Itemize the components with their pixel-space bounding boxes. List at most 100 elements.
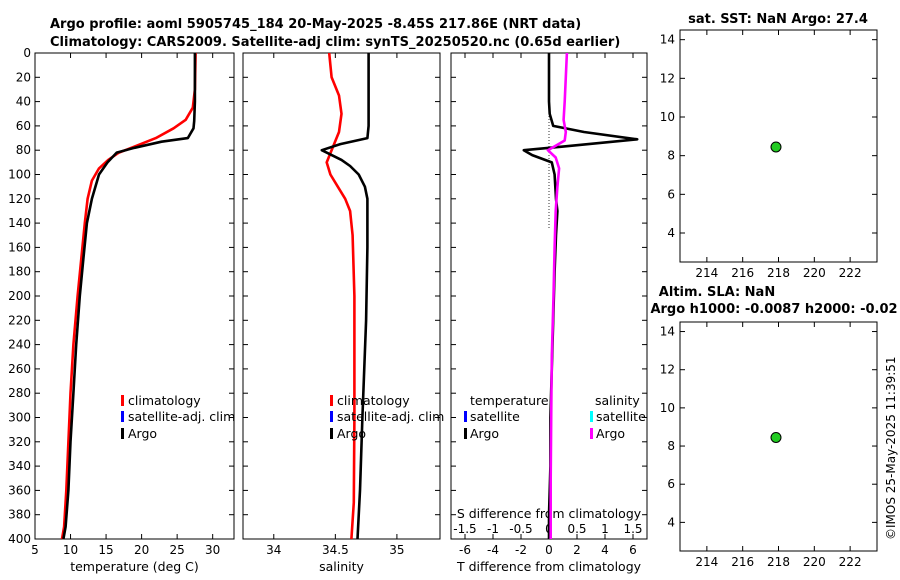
- figure-title-line1: Argo profile: aoml 5905745_184 20-May-20…: [50, 17, 581, 32]
- imos-watermark: ©IMOS 25-May-2025 11:39:51: [884, 356, 898, 540]
- x-tick-label: 10: [63, 543, 78, 557]
- y-tick-label: 14: [660, 325, 675, 339]
- x-tick-label: 4: [601, 543, 609, 557]
- y-tick-label: 12: [660, 363, 675, 377]
- series-line-climatology: [60, 52, 197, 540]
- sla-map-panel: 214 216 218 220 222 4 6 8 10 12 14: [660, 321, 878, 569]
- x2-tick-label: -0.5: [509, 522, 532, 536]
- y-tick-label: 320: [8, 435, 31, 449]
- legend-swatch-s-argo: [590, 428, 593, 439]
- x-tick-label: 25: [170, 543, 185, 557]
- x2-tick-label: 1.5: [623, 522, 642, 536]
- y-tick-label: 240: [8, 338, 31, 352]
- x-tick-label: 20: [134, 543, 149, 557]
- y-tick-label: 340: [8, 459, 31, 473]
- series-line-argo: [320, 53, 370, 540]
- y-tick-label: 10: [660, 110, 675, 124]
- sst-panel-title: sat. SST: NaN Argo: 27.4: [688, 12, 868, 27]
- float-location-marker: [770, 141, 782, 153]
- x-tick-label: 222: [839, 555, 862, 569]
- x-tick-label: 214: [695, 266, 718, 280]
- y-tick-label: 100: [8, 168, 31, 182]
- x2-tick-label: 1: [601, 522, 609, 536]
- y-tick-label: 14: [660, 33, 675, 47]
- legend-swatch-climatology: [330, 395, 333, 406]
- sla-panel-title-line2: Argo h1000: -0.0087 h2000: -0.02: [650, 302, 897, 317]
- legend-label-satellite-adj: satellite-adj. clim: [128, 409, 235, 424]
- y-tick-label: 260: [8, 362, 31, 376]
- legend-label-argo: Argo: [128, 426, 157, 441]
- x-tick-label: 218: [767, 555, 790, 569]
- y-tick-label: 60: [16, 119, 31, 133]
- y-tick-label: 300: [8, 411, 31, 425]
- x-tick-label: -4: [487, 543, 499, 557]
- x2-tick-label: -1.5: [453, 522, 476, 536]
- legend-label-t-argo: Argo: [470, 426, 499, 441]
- legend-label-argo: Argo: [337, 426, 366, 441]
- x-tick-label: -2: [515, 543, 527, 557]
- y-tick-label: 8: [667, 149, 675, 163]
- x-tick-label: 220: [803, 555, 826, 569]
- legend-label-s-satellite: satellite: [596, 409, 646, 424]
- y-tick-label: 140: [8, 216, 31, 230]
- legend-swatch-s-satellite: [590, 411, 593, 422]
- legend-title-salinity: salinity: [595, 393, 640, 408]
- y-tick-label: 6: [667, 477, 675, 491]
- float-location-marker: [770, 431, 782, 443]
- y-tick-label: 200: [8, 289, 31, 303]
- difference-legend: temperature salinity satellite Argo sate…: [464, 393, 646, 441]
- x-tick-label: 35: [389, 543, 404, 557]
- legend-label-s-argo: Argo: [596, 426, 625, 441]
- x-tick-label: -6: [459, 543, 471, 557]
- y-tick-label: 40: [16, 95, 31, 109]
- legend-swatch-argo: [121, 428, 124, 439]
- y-tick-label: 12: [660, 71, 675, 85]
- temperature-panel: 5 10 15 20 25 3002040608010012014016018020022…: [8, 46, 235, 574]
- x-axis-label: salinity: [319, 559, 364, 574]
- temperature-legend: climatology satellite-adj. clim Argo: [121, 393, 235, 441]
- x2-tick-label: -1: [487, 522, 499, 536]
- y-tick-label: 360: [8, 483, 31, 497]
- x-tick-label: 15: [98, 543, 113, 557]
- legend-label-climatology: climatology: [337, 393, 410, 408]
- x-tick-label: 220: [803, 266, 826, 280]
- x-tick-label: 218: [767, 266, 790, 280]
- y-tick-label: 0: [23, 46, 31, 60]
- x-tick-label: 5: [31, 543, 39, 557]
- legend-swatch-satellite-adj: [330, 411, 333, 422]
- y-tick-label: 6: [667, 187, 675, 201]
- legend-title-temperature: temperature: [470, 393, 549, 408]
- x-tick-label: 6: [629, 543, 637, 557]
- sst-map-panel: 214 216 218 220 222 4 6 8 10 12 14: [660, 29, 878, 280]
- legend-label-satellite-adj: satellite-adj. clim: [337, 409, 444, 424]
- y-tick-label: 4: [667, 226, 675, 240]
- x-tick-label: 214: [695, 555, 718, 569]
- x2-tick-label: 0.5: [567, 522, 586, 536]
- y-tick-label: 180: [8, 265, 31, 279]
- y-tick-label: 280: [8, 386, 31, 400]
- x-tick-label: 216: [731, 266, 754, 280]
- salinity-legend: climatology satellite-adj. clim Argo: [330, 393, 444, 441]
- y-tick-label: 10: [660, 401, 675, 415]
- legend-swatch-satellite-adj: [121, 411, 124, 422]
- x-tick-label: 222: [839, 266, 862, 280]
- legend-swatch-t-satellite: [464, 411, 467, 422]
- y-tick-label: 120: [8, 192, 31, 206]
- sla-panel-title-line1: Altim. SLA: NaN: [659, 285, 775, 300]
- series-line-climatology: [325, 52, 356, 540]
- x-tick-label: 34: [266, 543, 281, 557]
- y-tick-label: 400: [8, 532, 31, 546]
- x-axis-label: T difference from climatology: [456, 559, 642, 574]
- y-tick-label: 8: [667, 439, 675, 453]
- difference-panel: -6 -4 -2 0 2 4 6 T difference from climatology -…: [450, 52, 648, 574]
- y-tick-label: 20: [16, 70, 31, 84]
- series-line-s-argo: [546, 52, 569, 539]
- y-tick-label: 160: [8, 240, 31, 254]
- legend-swatch-argo: [330, 428, 333, 439]
- x-tick-label: 216: [731, 555, 754, 569]
- legend-swatch-t-argo: [464, 428, 467, 439]
- x-tick-label: 2: [573, 543, 581, 557]
- legend-swatch-climatology: [121, 395, 124, 406]
- series-line-argo: [62, 53, 197, 540]
